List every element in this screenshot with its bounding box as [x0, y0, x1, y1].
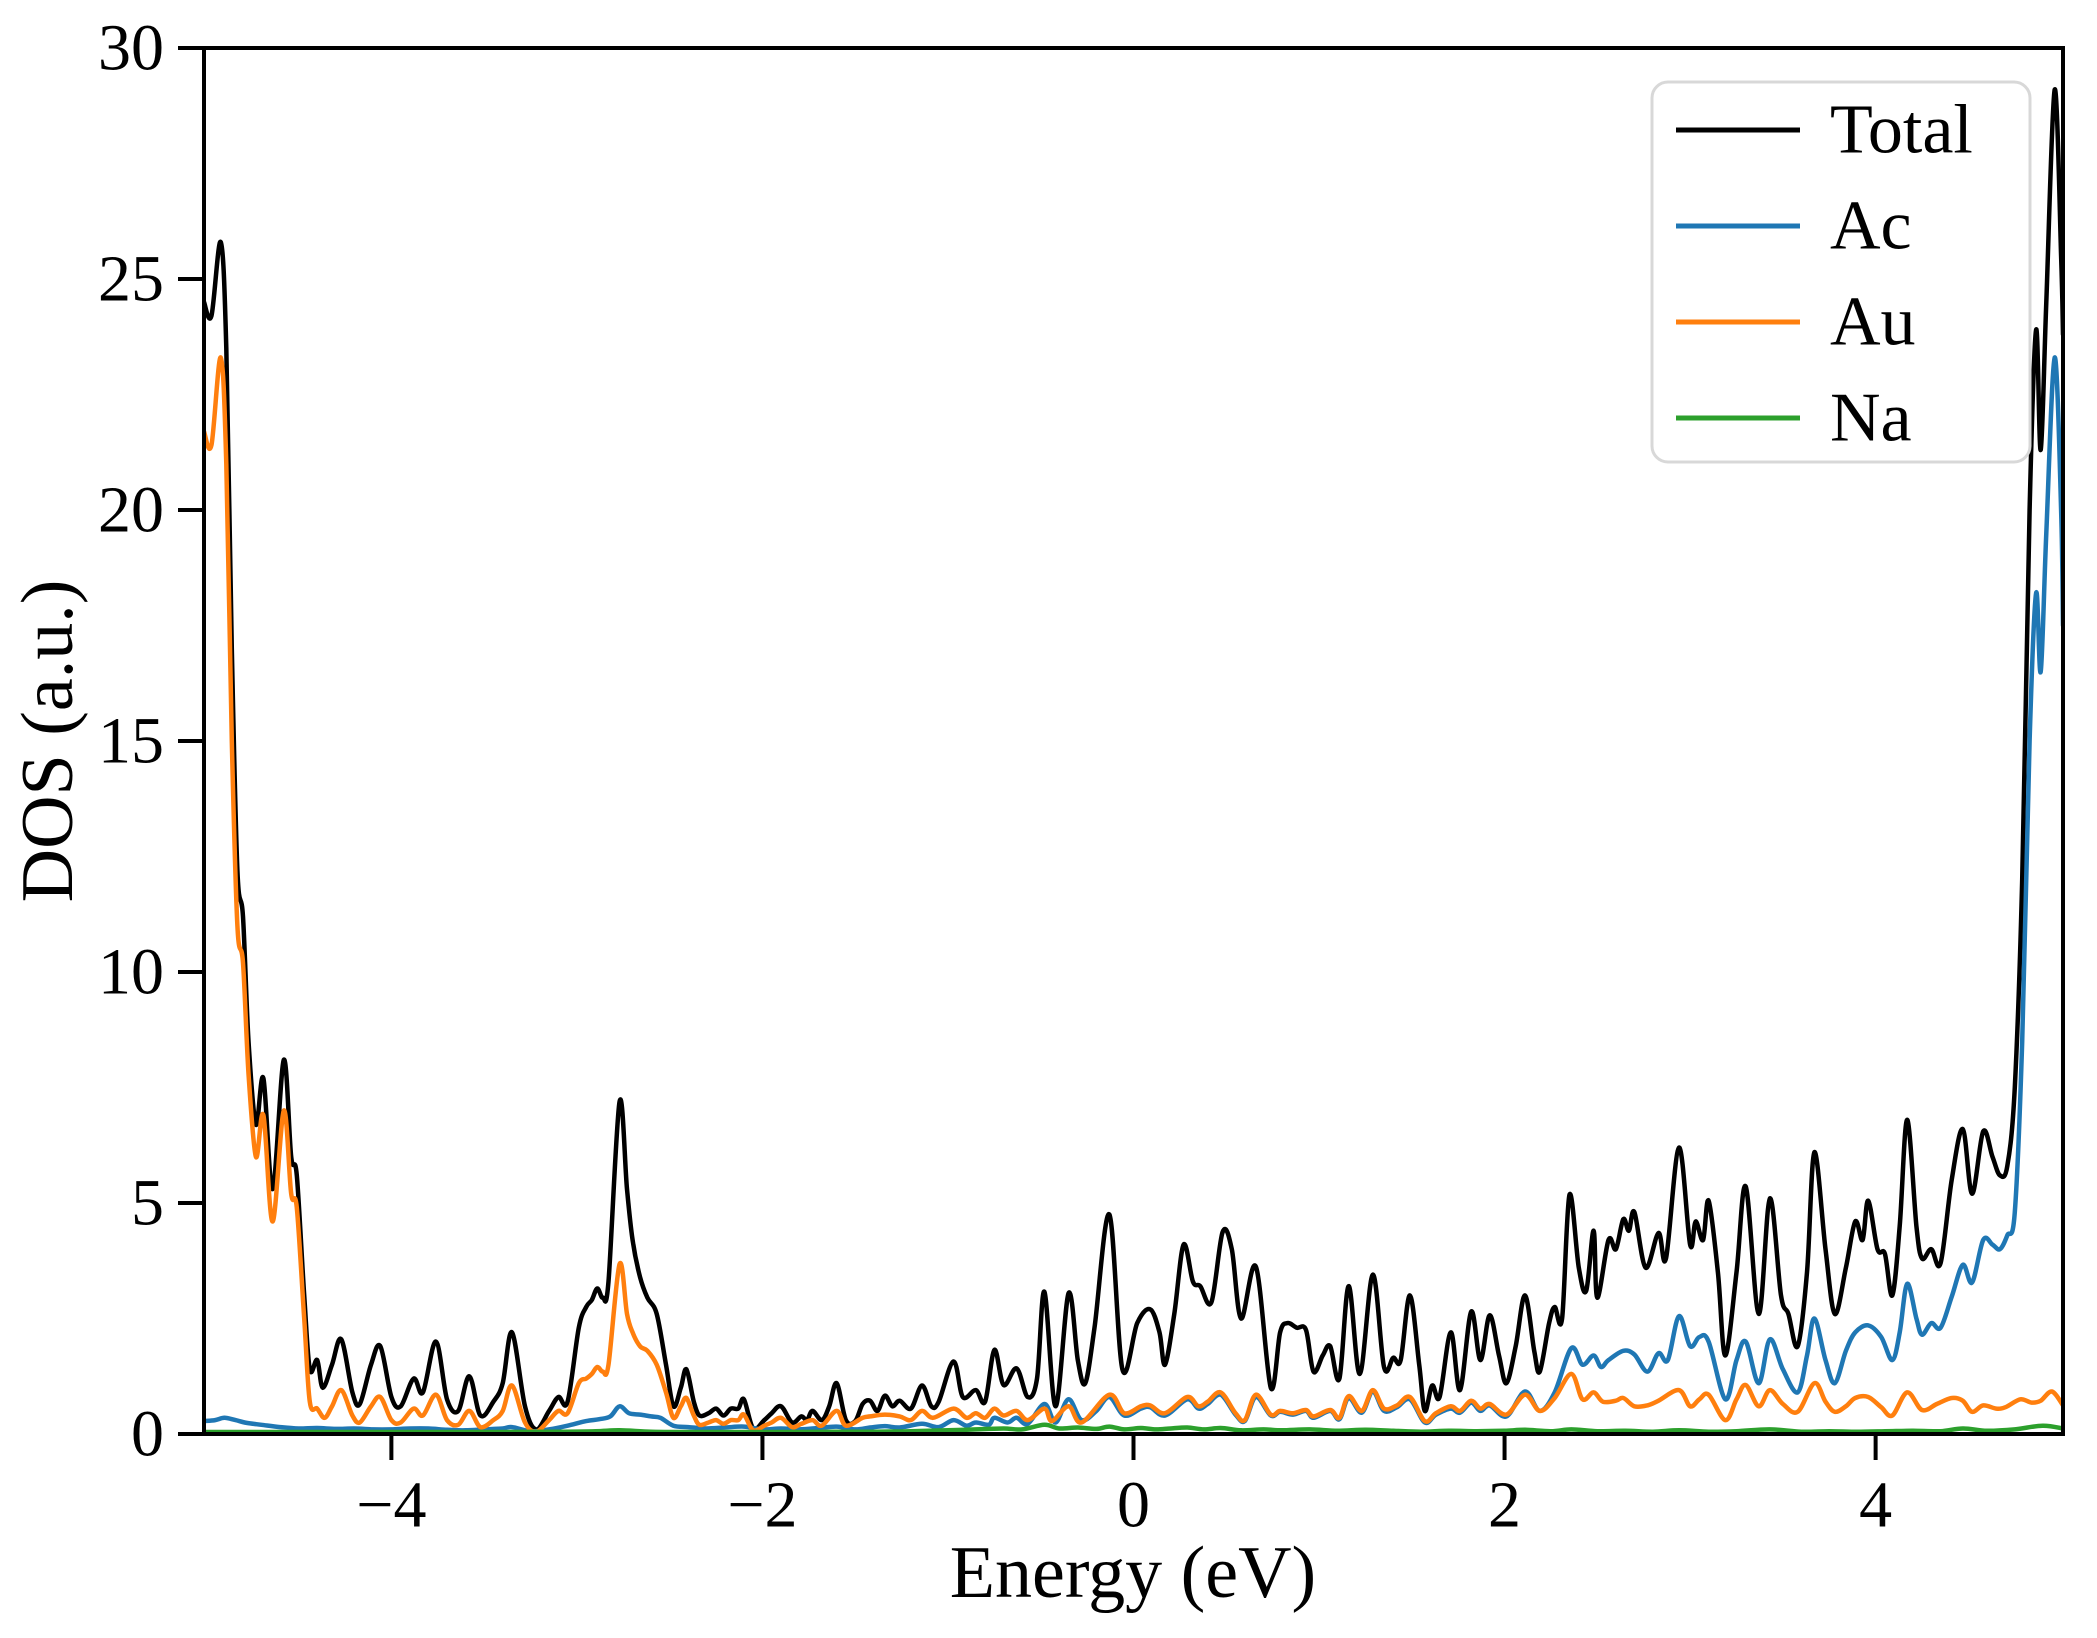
x-tick-label: 2: [1488, 1468, 1521, 1541]
x-axis-label: Energy (eV): [950, 1532, 1316, 1614]
y-tick-label: 10: [98, 936, 164, 1009]
series-au-line: [204, 355, 2063, 1434]
x-tick-label: −4: [356, 1468, 426, 1541]
y-tick-label: 15: [98, 705, 164, 778]
legend-label-au: Au: [1830, 284, 1916, 361]
y-tick-label: 0: [131, 1398, 164, 1471]
x-tick-label: −2: [727, 1468, 797, 1541]
legend-label-na: Na: [1830, 380, 1912, 457]
legend-label-ac: Ac: [1830, 188, 1912, 265]
y-tick-label: 5: [131, 1167, 164, 1240]
y-axis-ticks: 0 5 10 15 20 25 30: [98, 12, 204, 1471]
legend: Total Ac Au Na: [1650, 80, 2032, 464]
x-tick-label: 4: [1859, 1468, 1892, 1541]
legend-box: [1650, 80, 2032, 464]
y-tick-label: 25: [98, 243, 164, 316]
y-axis-label: DOS (a.u.): [7, 580, 89, 903]
legend-label-total: Total: [1830, 92, 1973, 169]
y-tick-label: 30: [98, 12, 164, 85]
series-group: [204, 87, 2063, 1434]
series-ac-line: [204, 355, 2063, 1434]
y-tick-label: 20: [98, 474, 164, 547]
x-tick-label: 0: [1117, 1468, 1150, 1541]
x-axis-ticks: −4 −2 0 2 4: [356, 1434, 1892, 1541]
series-total-line: [204, 87, 2063, 1432]
series-na-line: [204, 1422, 2063, 1434]
